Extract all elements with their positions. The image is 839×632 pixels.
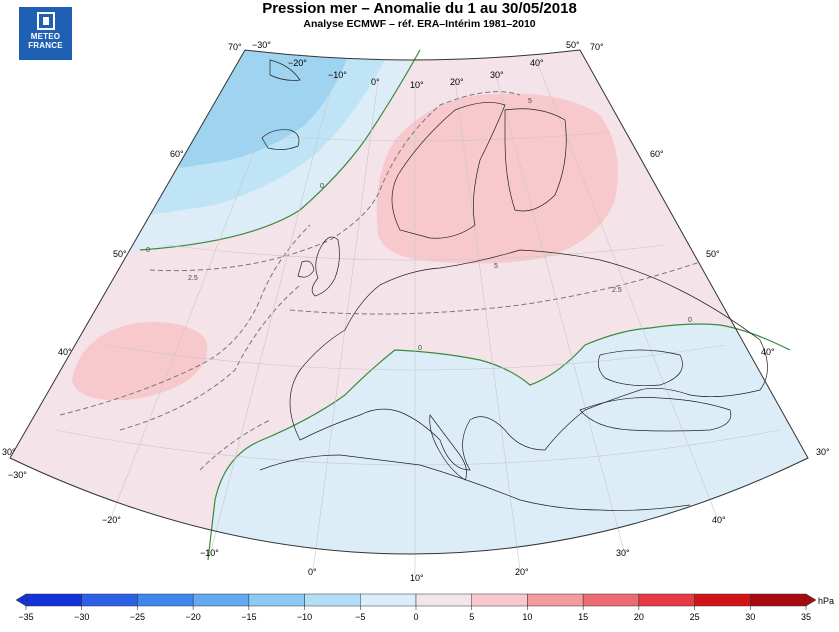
logo-text-france: FRANCE bbox=[28, 41, 63, 50]
colorbar-cell bbox=[137, 593, 194, 607]
dashed-contour-5 bbox=[119, 284, 301, 431]
lat-label-right-40: 40° bbox=[761, 347, 775, 357]
lon-label-bottom-40: 40° bbox=[712, 515, 726, 525]
chart-subtitle: Analyse ECMWF – réf. ERA–Intérim 1981–20… bbox=[303, 18, 536, 30]
dashed-contour-4 bbox=[59, 224, 311, 416]
meteo-france-logo: METEO FRANCE bbox=[19, 7, 72, 60]
contour-label-2-5-west: 2.5 bbox=[188, 275, 198, 282]
logo-text-meteo: METEO bbox=[30, 32, 61, 41]
lon-label-top-m10: −10° bbox=[328, 70, 347, 80]
negative-anomaly-region-south bbox=[208, 324, 808, 554]
colorbar-cell bbox=[360, 593, 417, 607]
lat-label-left-70: 70° bbox=[228, 42, 242, 52]
lon-label-top-40: 40° bbox=[530, 58, 544, 68]
colorbar-cell bbox=[638, 593, 695, 607]
colorbar-cell bbox=[582, 593, 640, 607]
lat-label-left-50: 50° bbox=[113, 249, 127, 259]
lat-label-right-70: 70° bbox=[590, 42, 604, 52]
colorbar-tick-label: 10 bbox=[522, 612, 532, 622]
colorbar-cell bbox=[248, 593, 305, 607]
lon-label-bottom-20: 20° bbox=[515, 567, 529, 577]
colorbar-cell bbox=[694, 593, 751, 607]
lon-label-top-0: 0° bbox=[371, 77, 380, 87]
coastlines bbox=[259, 59, 768, 511]
map-frame bbox=[9, 49, 809, 555]
colorbar-tick-label: 30 bbox=[745, 612, 755, 622]
lon-label-bottom-30: 30° bbox=[616, 548, 630, 558]
colorbar: −35 −30 −25 −20 −15 −10 −5 0 5 10 15 20 25 30 35 hPa bbox=[15, 593, 834, 622]
colorbar-tick-label: 20 bbox=[634, 612, 644, 622]
colorbar-ticks: −35 −30 −25 −20 −15 −10 −5 0 5 10 15 20 25 30 35 bbox=[18, 606, 811, 622]
lon-label-top-m30: −30° bbox=[252, 40, 271, 50]
lat-label-left-60: 60° bbox=[170, 149, 184, 159]
dashed-contour-6 bbox=[199, 419, 271, 471]
chart-title: Pression mer – Anomalie du 1 au 30/05/20… bbox=[262, 0, 577, 17]
colorbar-tick-label: −10 bbox=[297, 612, 312, 622]
colorbar-tick-label: −5 bbox=[355, 612, 365, 622]
lon-label-bottom-m20: −20° bbox=[102, 515, 121, 525]
colorbar-tick-label: −35 bbox=[18, 612, 33, 622]
lat-label-left-40: 40° bbox=[58, 347, 72, 357]
colorbar-cell bbox=[25, 593, 82, 607]
colorbar-cell bbox=[750, 593, 807, 607]
contour-label-2-5-east: 2.5 bbox=[612, 287, 622, 294]
lat-label-left-30: 30° bbox=[2, 447, 16, 457]
lon-label-top-20: 20° bbox=[450, 77, 464, 87]
lat-label-right-50: 50° bbox=[706, 249, 720, 259]
dashed-contour-1 bbox=[149, 189, 381, 272]
colorbar-tick-label: 0 bbox=[413, 612, 418, 622]
lon-label-top-m20: −20° bbox=[288, 58, 307, 68]
lon-label-bottom-10: 10° bbox=[410, 573, 424, 583]
colorbar-min-arrow bbox=[15, 593, 27, 607]
zero-contour-south bbox=[207, 323, 791, 561]
colorbar-tick-label: 25 bbox=[690, 612, 700, 622]
dashed-contour-2 bbox=[379, 91, 521, 191]
colorbar-unit: hPa bbox=[818, 596, 834, 606]
colorbar-tick-label: 5 bbox=[469, 612, 474, 622]
lon-label-bottom-m10: −10° bbox=[200, 548, 219, 558]
colorbar-cell bbox=[304, 593, 361, 607]
colorbar-cell bbox=[415, 593, 472, 607]
contour-label-5-baltic: 5 bbox=[494, 263, 498, 270]
contour-label-0-east: 0 bbox=[688, 317, 692, 324]
contour-label-0-center: 0 bbox=[418, 345, 422, 352]
colorbar-cell bbox=[527, 593, 584, 607]
colorbar-max-arrow bbox=[805, 593, 817, 607]
colorbar-tick-label: 35 bbox=[801, 612, 811, 622]
colorbar-tick-label: −30 bbox=[74, 612, 89, 622]
lat-label-right-60: 60° bbox=[650, 149, 664, 159]
positive-anomaly-region-atlantic bbox=[72, 322, 208, 401]
lon-label-bottom-0: 0° bbox=[308, 567, 317, 577]
lon-label-top-30: 30° bbox=[490, 70, 504, 80]
colorbar-cell bbox=[471, 593, 528, 607]
colorbar-tick-label: 15 bbox=[578, 612, 588, 622]
colorbar-cell bbox=[192, 593, 250, 607]
colorbar-cells bbox=[15, 593, 817, 607]
colorbar-tick-label: −15 bbox=[241, 612, 256, 622]
meteo-france-emblem-icon bbox=[36, 12, 55, 30]
anomaly-map: 70° 60° 50° 40° 30° 70° 60° 50° 40° 30° … bbox=[2, 40, 830, 583]
lat-label-right-30: 30° bbox=[816, 447, 830, 457]
zero-contour-north bbox=[139, 49, 421, 251]
colorbar-tick-label: −25 bbox=[130, 612, 145, 622]
lon-label-bottom-m30: −30° bbox=[8, 470, 27, 480]
contour-label-0-west: 0 bbox=[146, 247, 150, 254]
lon-label-top-10: 10° bbox=[410, 80, 424, 90]
contour-label-5-north: 5 bbox=[528, 98, 532, 105]
colorbar-tick-label: −20 bbox=[186, 612, 201, 622]
dashed-contour-3 bbox=[289, 261, 701, 315]
colorbar-cell bbox=[81, 593, 138, 607]
lon-label-top-50: 50° bbox=[566, 40, 580, 50]
contour-label-0-north: 0 bbox=[320, 183, 324, 190]
